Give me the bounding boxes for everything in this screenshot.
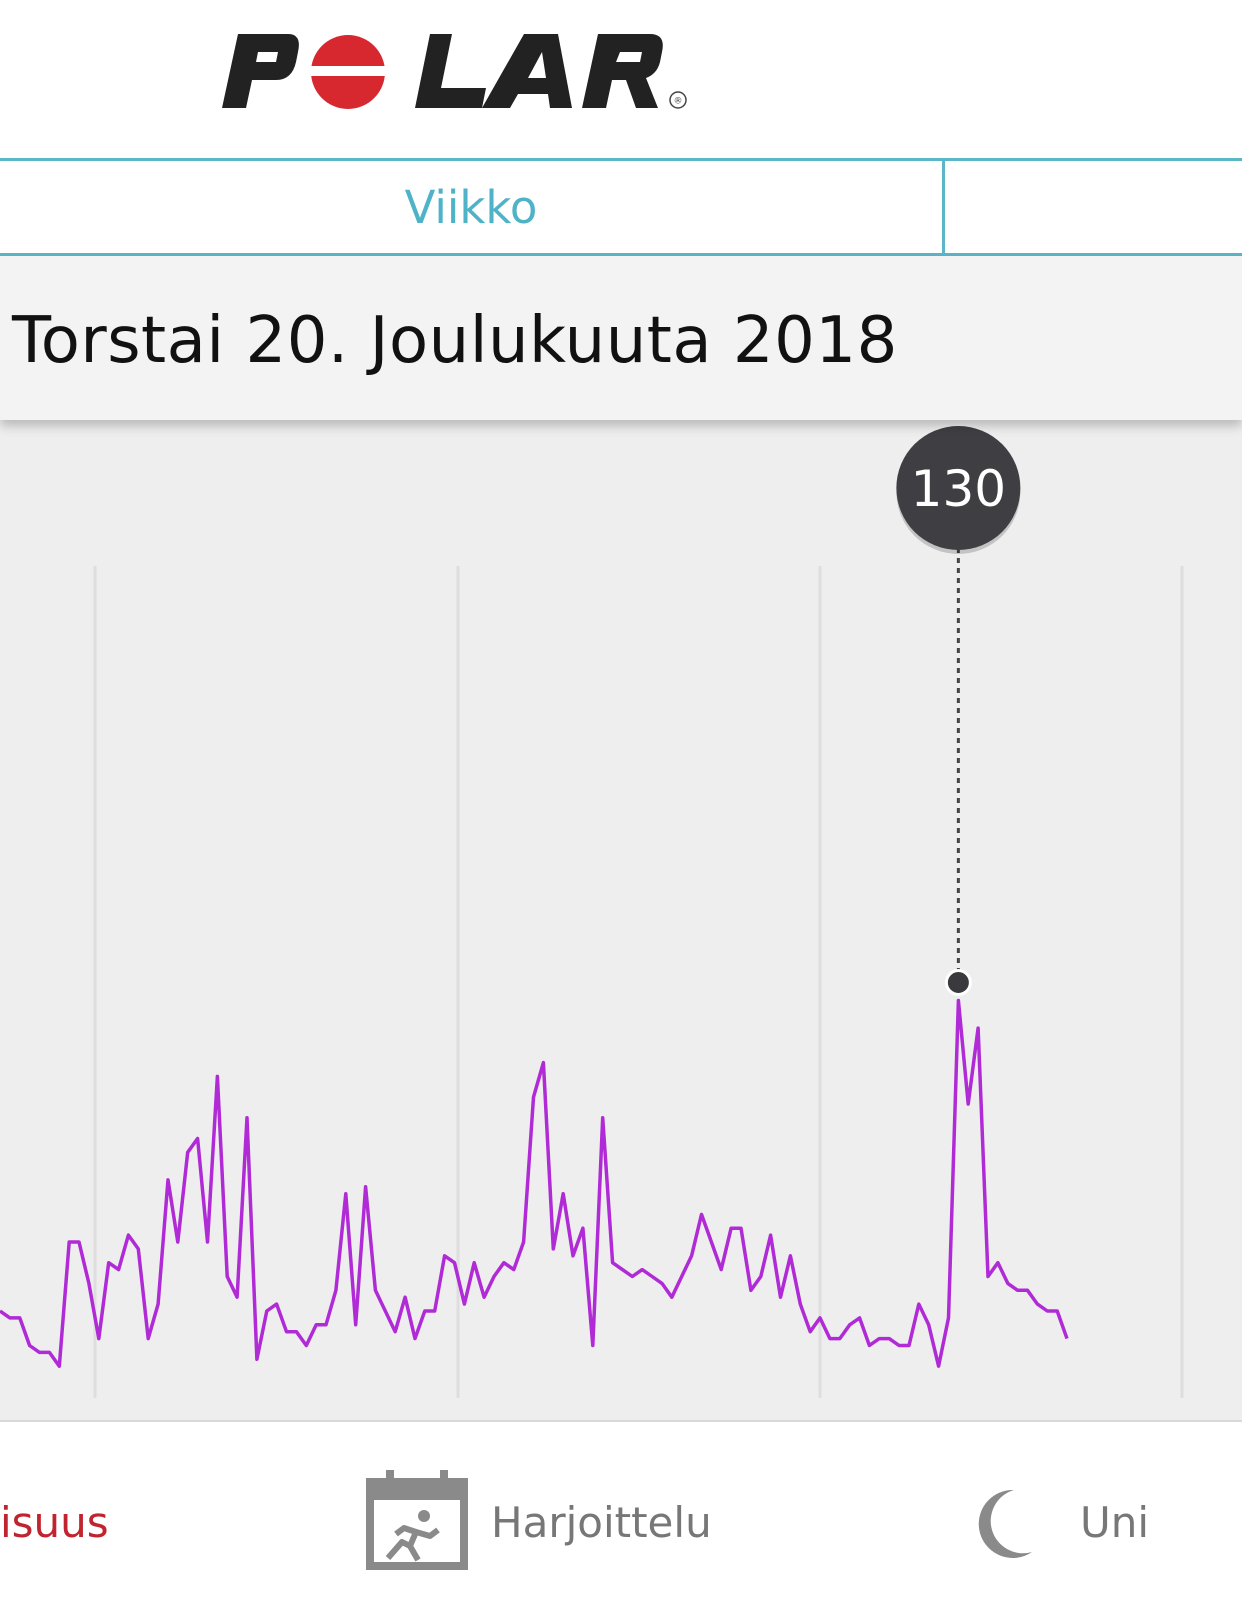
tab-week-label: Viikko (404, 180, 538, 234)
value-bubble-label: 130 (911, 460, 1006, 518)
app-header: ® (0, 0, 1242, 158)
tab-week[interactable]: Viikko (0, 161, 942, 253)
bottom-navigation: isuus Harjoittelu Uni (0, 1420, 1242, 1598)
polar-logo: ® (222, 34, 687, 109)
date-title: Torstai 20. Joulukuuta 2018 (12, 304, 898, 378)
tab-next[interactable] (942, 161, 1242, 253)
moon-icon (978, 1489, 1032, 1558)
nav-training-label: Harjoittelu (491, 1498, 712, 1547)
period-tabs: Viikko (0, 158, 1242, 256)
heart-rate-chart[interactable]: 130 (0, 420, 1242, 1420)
selected-point-dot[interactable] (944, 969, 972, 996)
training-calendar-icon (366, 1470, 468, 1570)
svg-text:®: ® (674, 97, 683, 107)
nav-activity-label: isuus (0, 1498, 109, 1547)
date-header: Torstai 20. Joulukuuta 2018 (0, 256, 1242, 420)
heart-rate-series-line (0, 998, 1069, 1368)
chart-canvas: 130 (0, 426, 1184, 1398)
nav-activity[interactable]: isuus (0, 1422, 300, 1598)
nav-sleep-label: Uni (1080, 1498, 1150, 1547)
value-bubble[interactable] (896, 426, 1021, 550)
